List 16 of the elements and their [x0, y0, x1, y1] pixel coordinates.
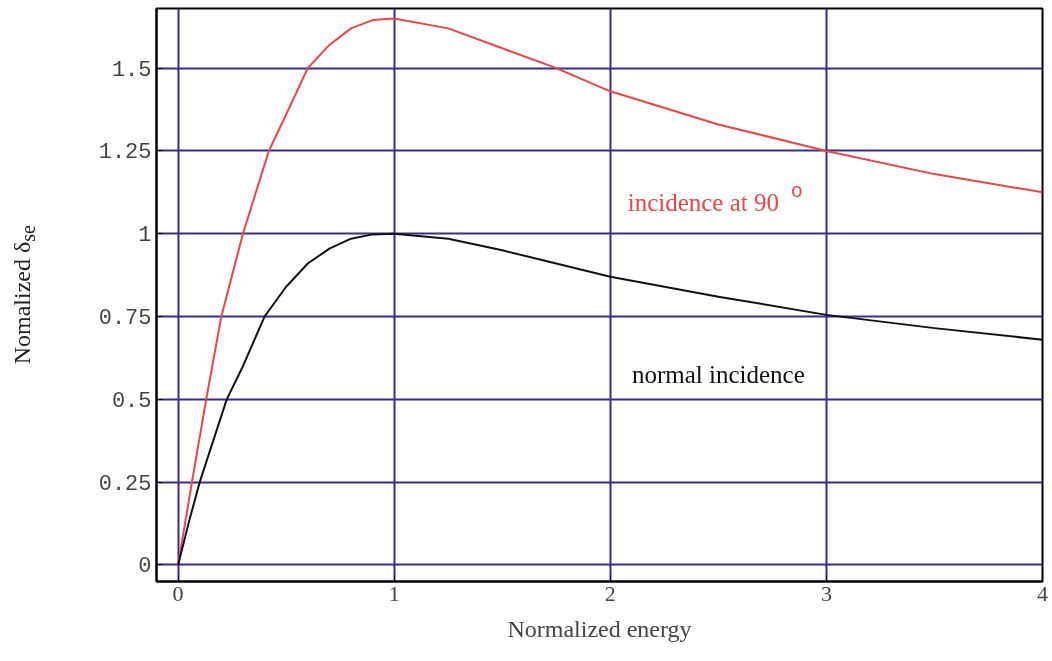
- line-series: [177, 232, 1043, 566]
- y-tick-label: 0.75: [98, 306, 152, 332]
- y-tick-label: 1: [138, 223, 152, 249]
- line-series: [177, 17, 1043, 566]
- x-tick-label: 1: [388, 580, 400, 606]
- x-tick-label: 0: [172, 580, 184, 606]
- y-tick-label: 1.25: [98, 140, 152, 166]
- x-axis-title: Normalized energy: [507, 615, 692, 642]
- y-tick-label: 0.5: [111, 388, 152, 414]
- x-tick-label: 3: [820, 580, 832, 606]
- series-label: normal incidence: [631, 361, 805, 389]
- y-tick-label: 0.25: [98, 471, 152, 497]
- y-tick-label: 1.5: [111, 57, 152, 83]
- x-tick-label: 4: [1037, 580, 1048, 606]
- y-tick-label: 0: [138, 554, 152, 580]
- x-tick-label: 2: [604, 580, 616, 606]
